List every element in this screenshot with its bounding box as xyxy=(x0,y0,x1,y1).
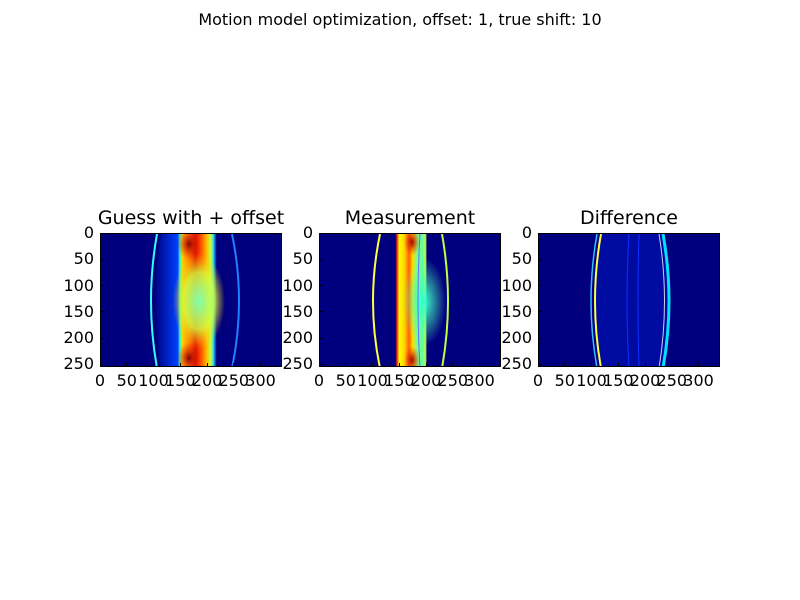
y-tick-mark xyxy=(100,363,104,365)
x-tick-label: 250 xyxy=(656,371,688,390)
x-tick-label: 100 xyxy=(576,371,607,390)
y-tick-label: 100 xyxy=(282,275,313,295)
heatmap-image-measurement xyxy=(320,234,500,366)
x-tick-mark xyxy=(537,363,539,367)
y-tick-mark xyxy=(319,258,323,260)
x-tick-label: 50 xyxy=(554,371,575,390)
x-tick-label: 150 xyxy=(384,371,415,390)
y-tick-label: 200 xyxy=(501,328,532,348)
x-tick-mark xyxy=(564,363,566,367)
y-tick-label: 50 xyxy=(292,249,313,269)
x-tick-label: 300 xyxy=(464,371,495,390)
y-tick-label: 0 xyxy=(521,223,532,242)
y-tick-label: 250 xyxy=(63,354,94,374)
y-tick-mark xyxy=(100,285,104,287)
y-tick-label: 200 xyxy=(63,328,94,348)
x-tick-mark xyxy=(318,363,320,367)
y-tick-mark xyxy=(538,285,542,287)
y-tick-mark xyxy=(319,363,323,365)
x-tick-label: 150 xyxy=(165,371,196,390)
heatmap-axes-guess xyxy=(100,233,282,367)
x-tick-label: 100 xyxy=(357,371,388,390)
x-tick-label: 200 xyxy=(410,371,442,390)
x-tick-mark xyxy=(671,363,673,367)
x-tick-label: 0 xyxy=(313,371,325,390)
y-tick-mark xyxy=(538,311,542,313)
y-tick-mark xyxy=(100,232,104,234)
y-tick-mark xyxy=(100,311,104,313)
panel-title-measurement: Measurement xyxy=(344,207,476,229)
y-tick-mark xyxy=(100,337,104,339)
x-tick-label: 50 xyxy=(116,371,137,390)
x-tick-mark xyxy=(99,363,101,367)
y-tick-mark xyxy=(538,258,542,260)
panel-title-guess: Guess with + offset xyxy=(97,207,285,229)
panel-title-difference: Difference xyxy=(580,207,678,229)
y-tick-label: 250 xyxy=(282,354,313,374)
x-tick-mark xyxy=(179,363,181,367)
x-tick-mark xyxy=(126,363,128,367)
x-tick-label: 50 xyxy=(335,371,356,390)
y-tick-mark xyxy=(319,285,323,287)
y-tick-label: 250 xyxy=(501,354,532,374)
y-tick-label: 150 xyxy=(501,301,532,321)
y-tick-mark xyxy=(100,258,104,260)
y-tick-label: 100 xyxy=(63,275,94,295)
y-tick-mark xyxy=(538,363,542,365)
y-tick-mark xyxy=(319,337,323,339)
y-tick-mark xyxy=(538,337,542,339)
y-tick-label: 150 xyxy=(63,301,94,321)
x-tick-label: 250 xyxy=(218,371,250,390)
y-tick-mark xyxy=(319,311,323,313)
x-tick-mark xyxy=(206,363,208,367)
x-tick-mark xyxy=(398,363,400,367)
x-tick-mark xyxy=(372,363,374,367)
x-tick-label: 200 xyxy=(629,371,661,390)
heatmap-axes-difference xyxy=(538,233,720,367)
x-tick-label: 150 xyxy=(603,371,634,390)
y-tick-label: 50 xyxy=(73,249,94,269)
y-tick-label: 100 xyxy=(501,275,532,295)
y-tick-mark xyxy=(319,232,323,234)
x-tick-mark xyxy=(233,363,235,367)
x-tick-label: 250 xyxy=(437,371,469,390)
x-tick-label: 200 xyxy=(191,371,223,390)
heatmap-image-guess xyxy=(101,234,281,366)
x-tick-mark xyxy=(617,363,619,367)
x-tick-mark xyxy=(153,363,155,367)
heatmap-axes-measurement xyxy=(319,233,501,367)
x-tick-mark xyxy=(698,363,700,367)
x-tick-label: 100 xyxy=(138,371,169,390)
figure-suptitle: Motion model optimization, offset: 1, tr… xyxy=(198,10,602,29)
x-tick-label: 300 xyxy=(683,371,714,390)
y-tick-mark xyxy=(538,232,542,234)
heatmap-image-difference xyxy=(539,234,719,366)
x-tick-label: 0 xyxy=(532,371,544,390)
x-tick-mark xyxy=(345,363,347,367)
x-tick-mark xyxy=(591,363,593,367)
x-tick-mark xyxy=(260,363,262,367)
y-tick-label: 150 xyxy=(282,301,313,321)
x-tick-label: 300 xyxy=(245,371,276,390)
y-tick-label: 0 xyxy=(83,223,94,242)
x-tick-mark xyxy=(425,363,427,367)
y-tick-label: 0 xyxy=(302,223,313,242)
x-tick-mark xyxy=(479,363,481,367)
x-tick-label: 0 xyxy=(94,371,106,390)
x-tick-mark xyxy=(452,363,454,367)
x-tick-mark xyxy=(644,363,646,367)
y-tick-label: 50 xyxy=(511,249,532,269)
y-tick-label: 200 xyxy=(282,328,313,348)
